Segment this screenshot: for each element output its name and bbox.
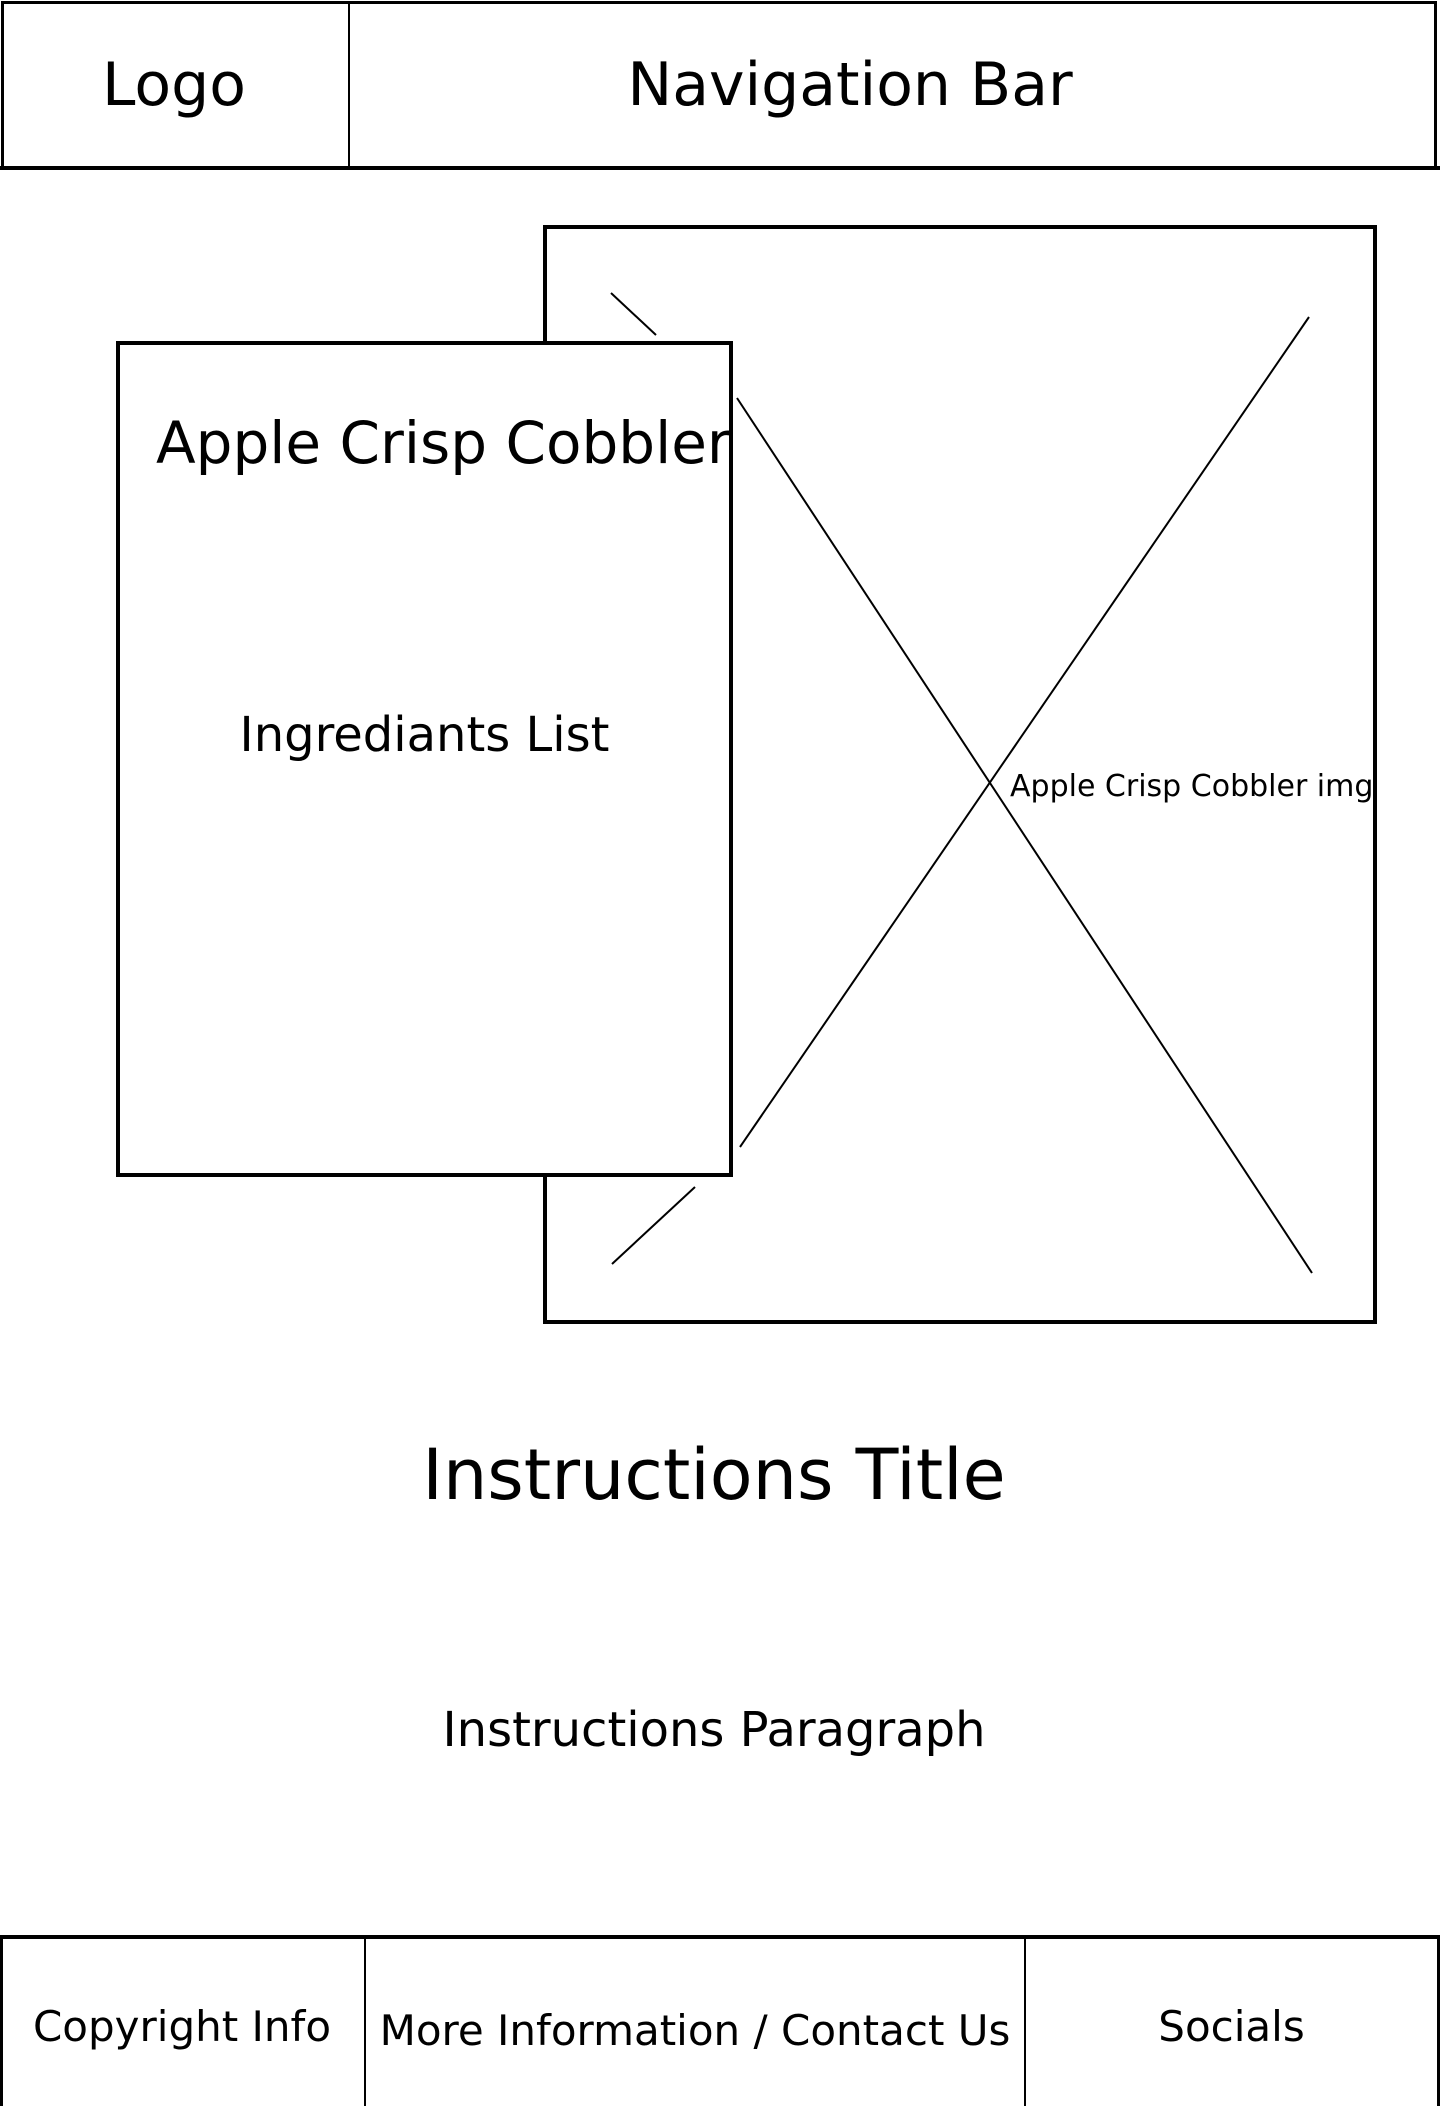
logo[interactable]: Logo (102, 50, 246, 120)
footer-left-border (0, 1937, 3, 2106)
recipe-card (116, 341, 733, 1177)
footer-divider-left (364, 1937, 366, 2106)
footer-right-border (1437, 1937, 1440, 2106)
footer-copyright: Copyright Info (32, 2002, 332, 2051)
footer-top-border (0, 1935, 1440, 1939)
footer-more-info-link[interactable]: More Information / Contact Us (379, 2006, 1011, 2055)
instructions-title: Instructions Title (422, 1434, 1006, 1516)
recipe-title: Apple Crisp Cobbler (156, 409, 731, 477)
footer-divider-right (1024, 1937, 1026, 2106)
instructions-paragraph: Instructions Paragraph (442, 1702, 986, 1758)
header (1, 1, 1437, 167)
ingredients-list: Ingrediants List (239, 707, 610, 763)
image-caption: Apple Crisp Cobbler img (1010, 769, 1374, 804)
footer-socials-link[interactable]: Socials (1158, 2002, 1305, 2051)
navigation-bar[interactable]: Navigation Bar (627, 50, 1073, 120)
header-divider (348, 2, 350, 168)
header-bottom-border (0, 166, 1440, 170)
